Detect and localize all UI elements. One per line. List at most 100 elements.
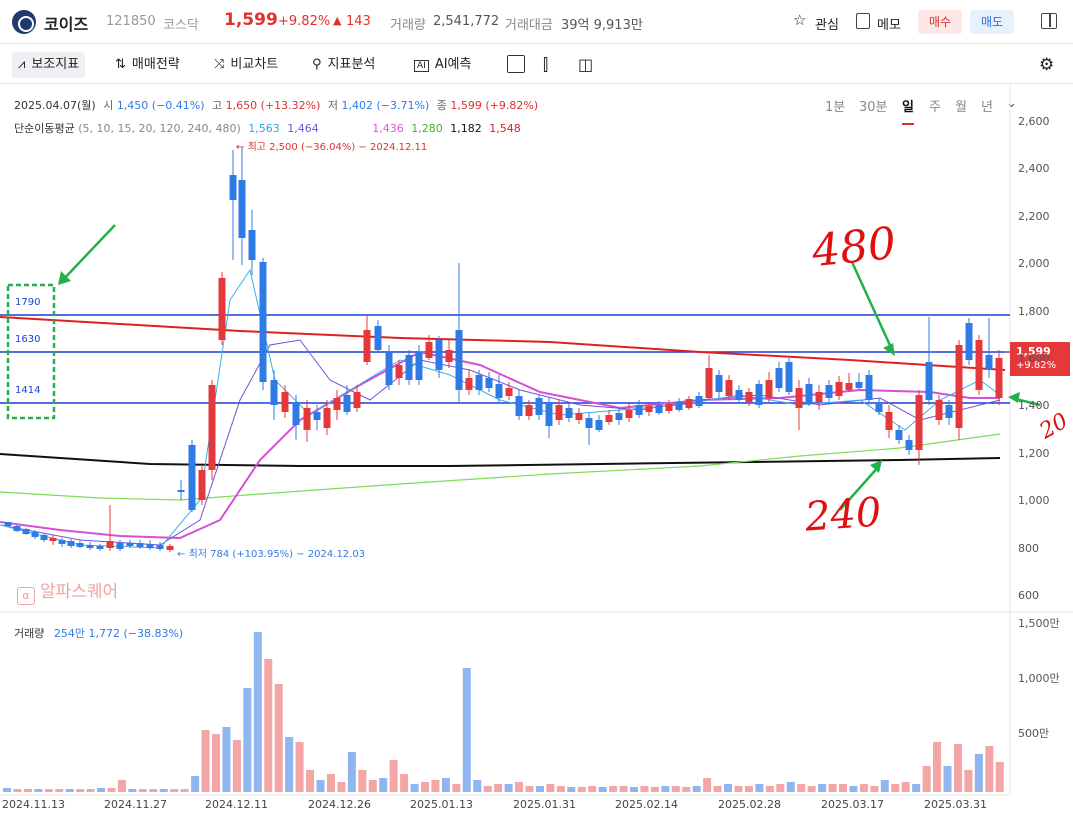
volume-bar: [650, 787, 659, 792]
candle-body: [905, 440, 913, 450]
analysis-button[interactable]: ⚲ 지표분석: [312, 52, 375, 78]
candle-body: [975, 340, 983, 390]
volume-bar: [44, 789, 53, 792]
volume-bar: [13, 789, 22, 792]
change-amount: 143: [346, 14, 371, 29]
volume-bar: [170, 789, 179, 792]
volume-bar: [933, 742, 942, 792]
low-annotation-text: 최저 784 (+103.95%) − 2024.12.03: [188, 549, 366, 560]
volume-bar: [870, 786, 879, 792]
price-axis-label: 1,200: [1018, 446, 1050, 460]
volume-bar: [368, 780, 377, 792]
shuffle-icon: ⤨: [214, 57, 225, 72]
volume-bar: [159, 789, 168, 792]
candle-body: [615, 413, 623, 420]
date-axis-label: 2024.12.26: [308, 798, 371, 811]
sell-button[interactable]: 매도: [970, 10, 1014, 34]
candle-body: [735, 390, 743, 400]
ai-button[interactable]: AI AI예측: [414, 52, 471, 78]
period-week[interactable]: 주: [929, 100, 941, 115]
volume-bar: [128, 789, 137, 792]
volume-bar: [891, 784, 900, 792]
candle-icon[interactable]: ⫿: [543, 55, 549, 74]
volume-pane-label: 거래량: [14, 627, 45, 640]
period-30min[interactable]: 30분: [859, 100, 888, 115]
candle-body: [845, 383, 853, 390]
ma-line: 단순이동평균 (5, 10, 15, 20, 120, 240, 480) 1,…: [14, 120, 521, 136]
volume-axis-label: 1,000만: [1018, 672, 1060, 685]
candle-body: [765, 380, 773, 398]
ma480-line: [0, 316, 1006, 371]
arrow-240: [839, 464, 881, 511]
memo-icon[interactable]: [856, 13, 870, 29]
volume-bar: [546, 784, 555, 792]
candle-body: [605, 415, 613, 422]
candle-body: [445, 350, 453, 362]
price-axis-label: 1,600: [1018, 352, 1050, 365]
candle-body: [685, 399, 693, 408]
candle-body: [58, 540, 66, 544]
volume-bar: [347, 752, 356, 792]
open-label: 시: [103, 99, 114, 112]
analysis-icon: ⚲: [312, 57, 322, 72]
period-year[interactable]: 년: [981, 100, 993, 115]
candle-body: [22, 529, 30, 534]
arrow-480: [850, 261, 895, 353]
panel-toggle-icon[interactable]: [1041, 13, 1057, 29]
box-label-1790: 1790: [15, 297, 41, 308]
candle-body: [465, 378, 473, 390]
market: 코스닥: [163, 18, 199, 33]
gear-icon[interactable]: ⚙: [1039, 55, 1055, 75]
volume-bar: [149, 789, 158, 792]
volume-bar: [462, 668, 471, 792]
period-day[interactable]: 일: [902, 96, 914, 125]
volume-bar: [535, 786, 544, 792]
memo-button[interactable]: 메모: [877, 18, 901, 33]
strategy-button[interactable]: ⇅ 매매전략: [115, 52, 180, 78]
high-annotation: ← 최고 2,500 (−36.04%) − 2024.12.11: [236, 142, 428, 153]
candle-body: [555, 405, 563, 420]
ai-label: AI예측: [434, 57, 472, 72]
strategy-icon: ⇅: [115, 57, 126, 72]
candle-body: [485, 378, 493, 388]
candle-body: [915, 395, 923, 450]
volume-bar: [912, 784, 921, 792]
price-axis-label: 800: [1018, 541, 1039, 555]
period-1min[interactable]: 1분: [825, 100, 846, 115]
favorite-button[interactable]: 관심: [815, 18, 839, 33]
level-box: [6, 283, 56, 420]
star-icon[interactable]: ☆: [793, 11, 807, 29]
volume-bar: [389, 760, 398, 792]
candle-body: [565, 408, 573, 418]
candle-body: [415, 352, 423, 380]
price-axis-label: 2,000: [1018, 257, 1050, 271]
volume-bar: [326, 774, 335, 792]
volume-bar: [577, 787, 586, 792]
volume-bar: [76, 789, 85, 792]
compare-button[interactable]: ⤨ 비교차트: [214, 52, 278, 78]
info-date: 2025.04.07(월): [14, 99, 96, 112]
volume-bar: [34, 789, 43, 792]
buy-button[interactable]: 매수: [918, 10, 962, 34]
volume-bar: [880, 780, 889, 792]
low-label: 저: [327, 99, 339, 112]
candle-body: [595, 420, 603, 430]
arrow-20-head: [1008, 392, 1020, 403]
candle-body: [363, 330, 371, 362]
compare-label: 비교차트: [230, 57, 279, 72]
indicators-button[interactable]: ⩘ 보조지표: [12, 52, 86, 78]
volume-bar: [630, 787, 638, 792]
volume-bar: [358, 770, 367, 792]
camera-icon[interactable]: ◫: [578, 55, 594, 74]
close-label: 종: [436, 99, 447, 112]
ma240-line: [0, 453, 1001, 467]
chevron-down-icon[interactable]: ⌄: [1006, 96, 1017, 111]
checkbox-icon[interactable]: [507, 55, 525, 73]
chart-toolbar: ⩘ 보조지표 ⇅ 매매전략 ⤨ 비교차트 ⚲ 지표분석 AI AI예측 ⫿ ◫ 1분 30…: [0, 44, 1073, 125]
price-axis-label: 2,200: [1018, 209, 1050, 223]
candle-body: [515, 396, 523, 416]
period-month[interactable]: 월: [955, 100, 967, 115]
volume-bar: [755, 784, 764, 792]
volume-axis-label: 1,500만: [1018, 617, 1060, 630]
